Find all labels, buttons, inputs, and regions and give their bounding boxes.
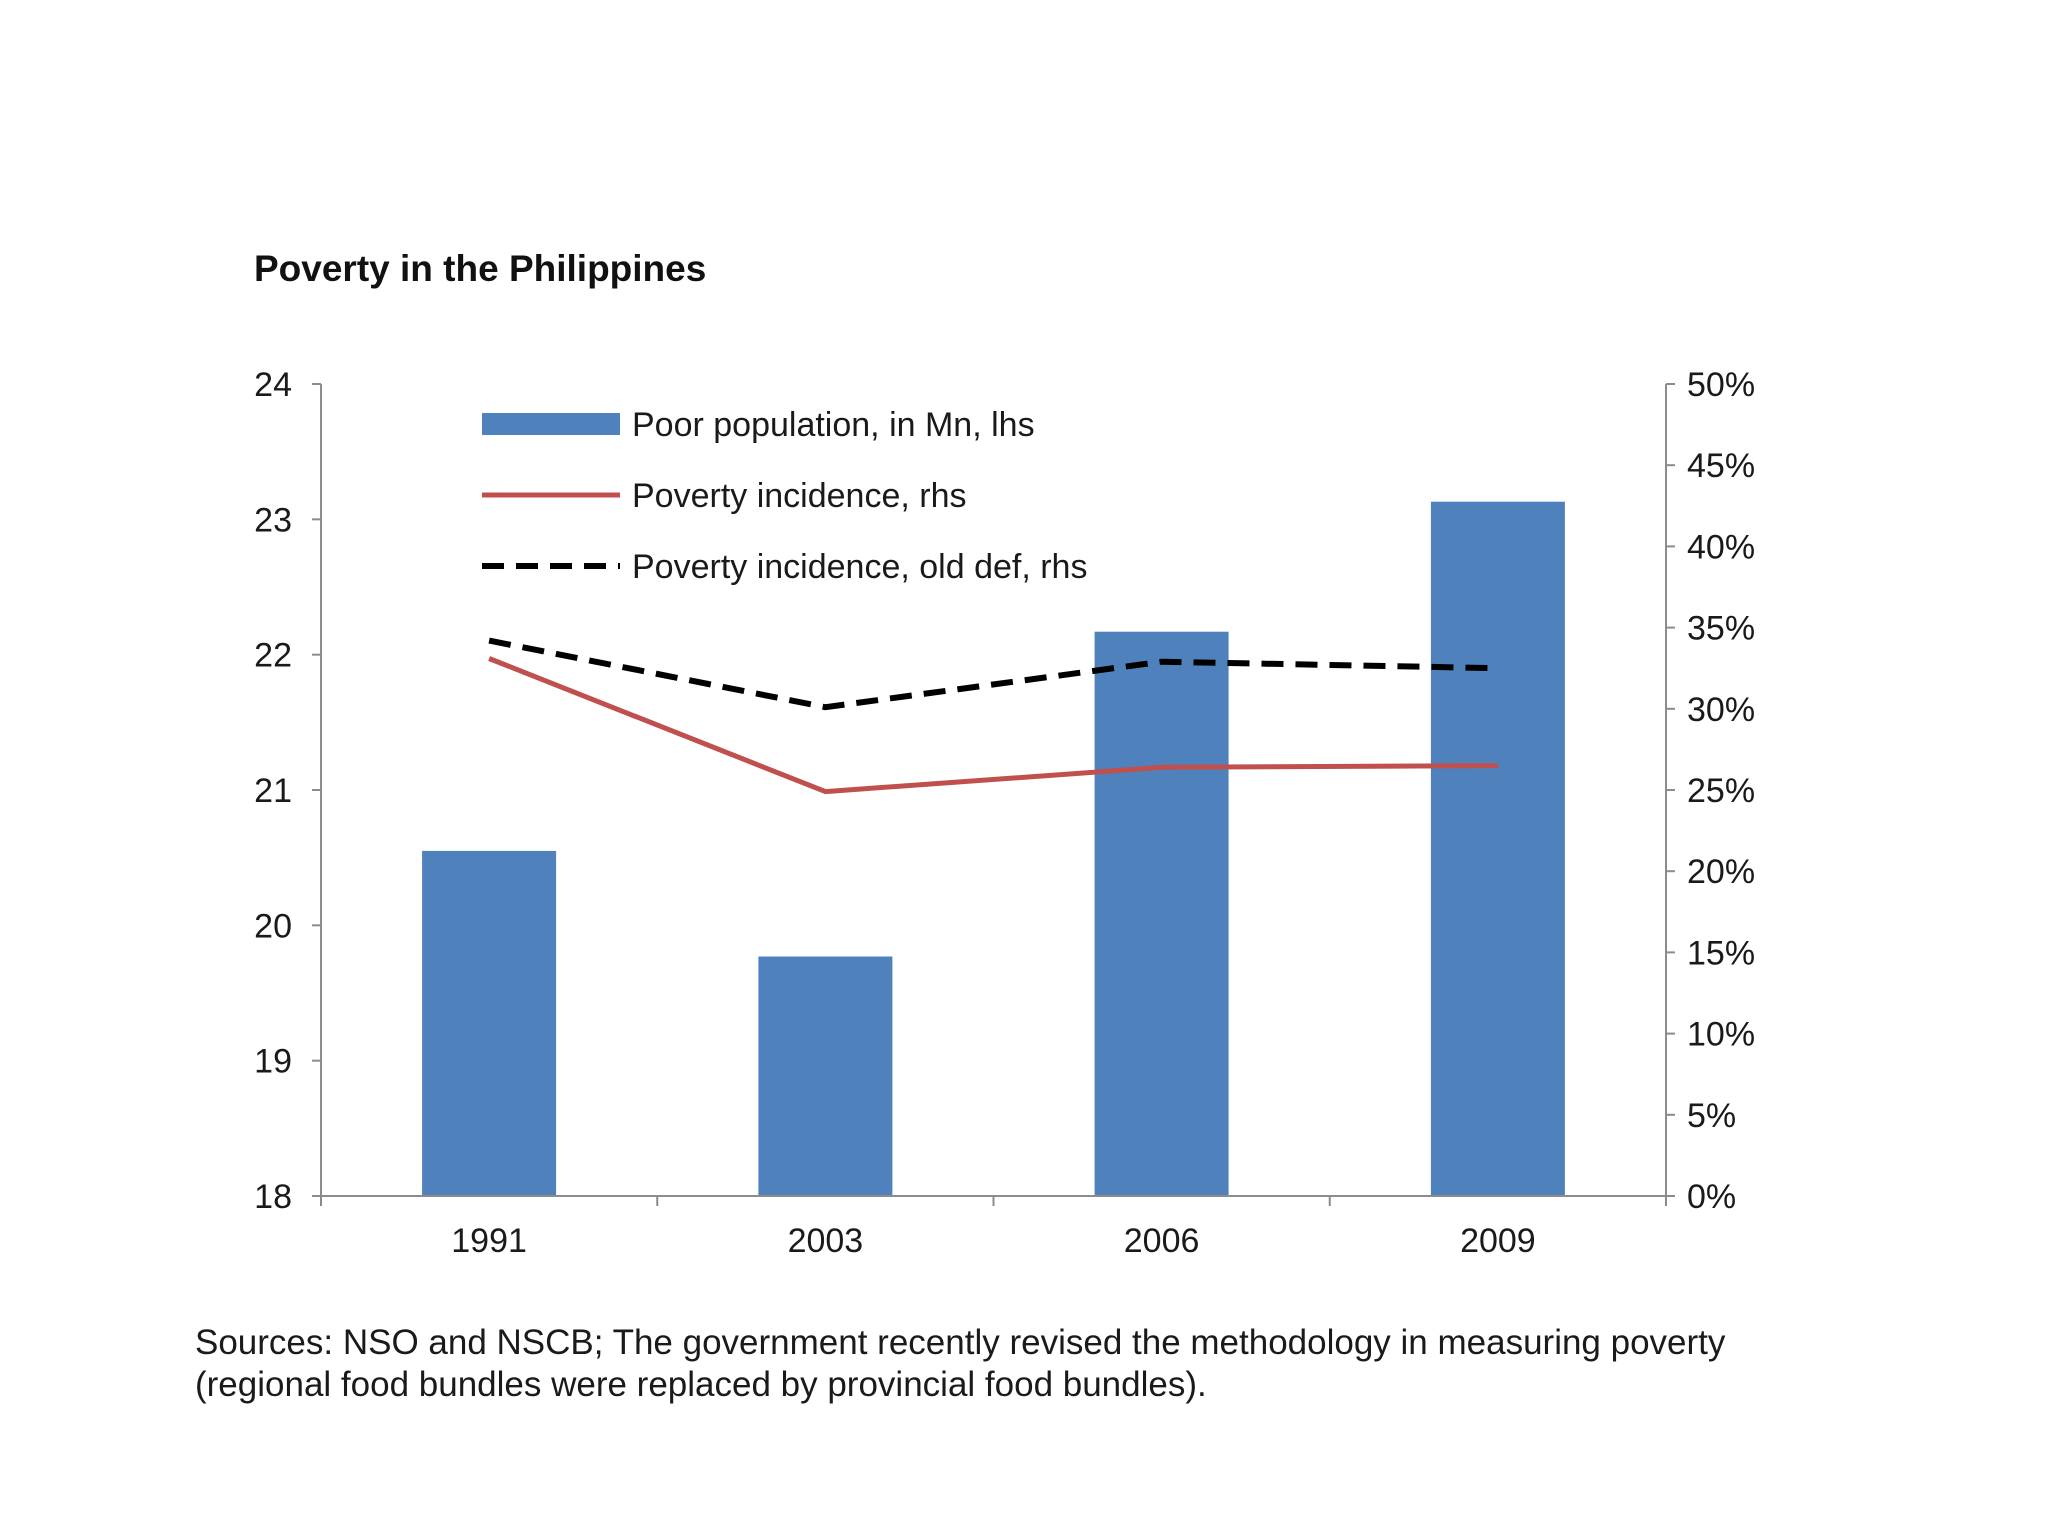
x-tick-label: 2003: [788, 1222, 864, 1260]
line-poverty-incidence-old-def: [488, 637, 1498, 711]
left-tick-label: 24: [254, 366, 292, 404]
x-tick-label: 2009: [1460, 1222, 1536, 1260]
source-note: Sources: NSO and NSCB; The government re…: [195, 1323, 1726, 1404]
right-tick-label: 45%: [1687, 447, 1755, 485]
chart-title: Poverty in the Philippines: [254, 248, 706, 289]
left-tick-label: 22: [254, 637, 292, 675]
bar-2003: [758, 956, 893, 1196]
right-tick-label: 20%: [1687, 853, 1755, 891]
left-tick-label: 18: [254, 1178, 292, 1216]
left-tick-label: 20: [254, 907, 292, 945]
left-tick-label: 19: [254, 1043, 292, 1081]
right-tick-label: 25%: [1687, 772, 1755, 810]
left-tick-label: 21: [254, 772, 292, 810]
line-poverty-incidence: [488, 656, 1498, 795]
right-tick-label: 5%: [1687, 1097, 1736, 1135]
plot-area: [422, 501, 1565, 1196]
right-tick-label: 10%: [1687, 1016, 1755, 1054]
legend-swatch-bar: [482, 413, 620, 435]
right-tick-label: 30%: [1687, 691, 1755, 729]
right-tick-label: 50%: [1687, 366, 1755, 404]
right-tick-label: 0%: [1687, 1178, 1736, 1216]
x-tick-label: 2006: [1124, 1222, 1200, 1260]
x-tick-label: 1991: [451, 1222, 527, 1260]
left-tick-label: 23: [254, 501, 292, 539]
right-tick-label: 15%: [1687, 934, 1755, 972]
bar-2006: [1094, 631, 1229, 1196]
legend: Poor population, in Mn, lhs Poverty incid…: [482, 406, 1087, 586]
legend-label: Poverty incidence, rhs: [632, 477, 967, 515]
bar-2009: [1430, 501, 1565, 1196]
right-tick-label: 40%: [1687, 528, 1755, 566]
bar-1991: [422, 850, 557, 1196]
axes: 24 23 22 21 20 19 18 50% 45% 40% 35% 30% 25% 20% 15% 10…: [254, 366, 1755, 1260]
right-tick-label: 35%: [1687, 610, 1755, 648]
legend-label: Poverty incidence, old def, rhs: [632, 548, 1087, 586]
legend-label: Poor population, in Mn, lhs: [632, 406, 1035, 444]
